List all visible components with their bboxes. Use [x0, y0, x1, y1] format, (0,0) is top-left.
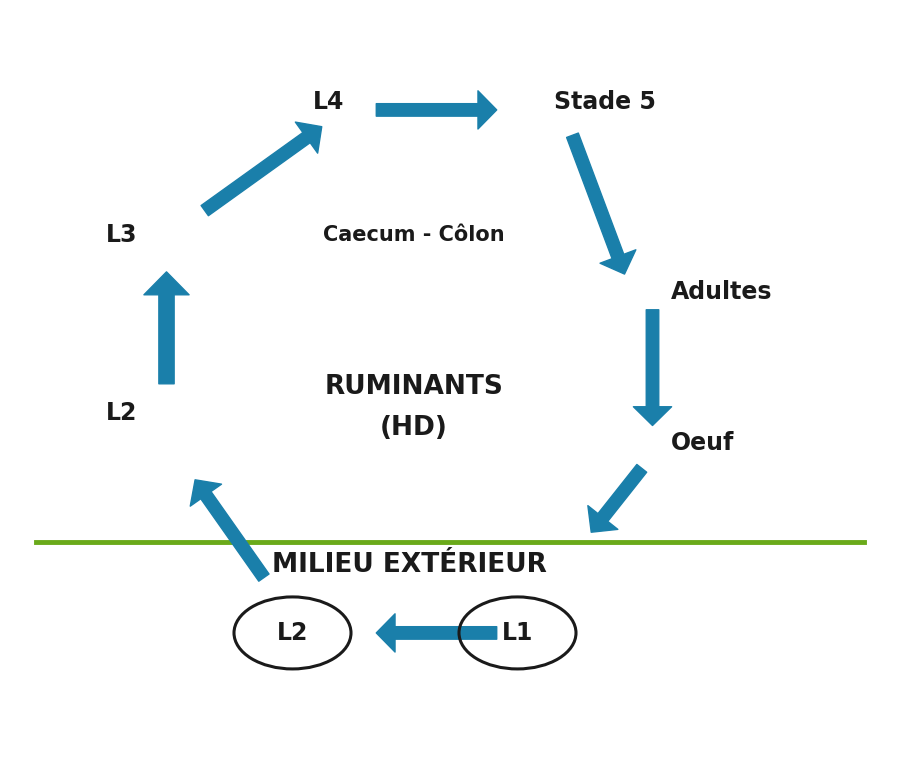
- FancyArrowPatch shape: [376, 91, 497, 129]
- FancyArrowPatch shape: [190, 480, 269, 581]
- Text: L3: L3: [106, 223, 137, 247]
- FancyArrowPatch shape: [634, 310, 671, 425]
- Text: RUMINANTS: RUMINANTS: [325, 374, 503, 399]
- FancyArrowPatch shape: [588, 465, 647, 532]
- Text: L1: L1: [502, 621, 533, 645]
- FancyArrowPatch shape: [567, 133, 635, 274]
- FancyArrowPatch shape: [376, 614, 497, 652]
- Text: Stade 5: Stade 5: [554, 90, 655, 114]
- Text: L2: L2: [106, 401, 137, 425]
- Text: MILIEU EXTÉRIEUR: MILIEU EXTÉRIEUR: [272, 552, 547, 578]
- Text: L2: L2: [277, 621, 308, 645]
- Text: Caecum - Côlon: Caecum - Côlon: [323, 225, 505, 245]
- Text: L4: L4: [313, 90, 344, 114]
- Text: Adultes: Adultes: [670, 280, 772, 304]
- Text: (HD): (HD): [380, 415, 448, 441]
- FancyArrowPatch shape: [144, 272, 189, 384]
- Text: Oeuf: Oeuf: [670, 431, 734, 456]
- FancyArrowPatch shape: [201, 122, 321, 216]
